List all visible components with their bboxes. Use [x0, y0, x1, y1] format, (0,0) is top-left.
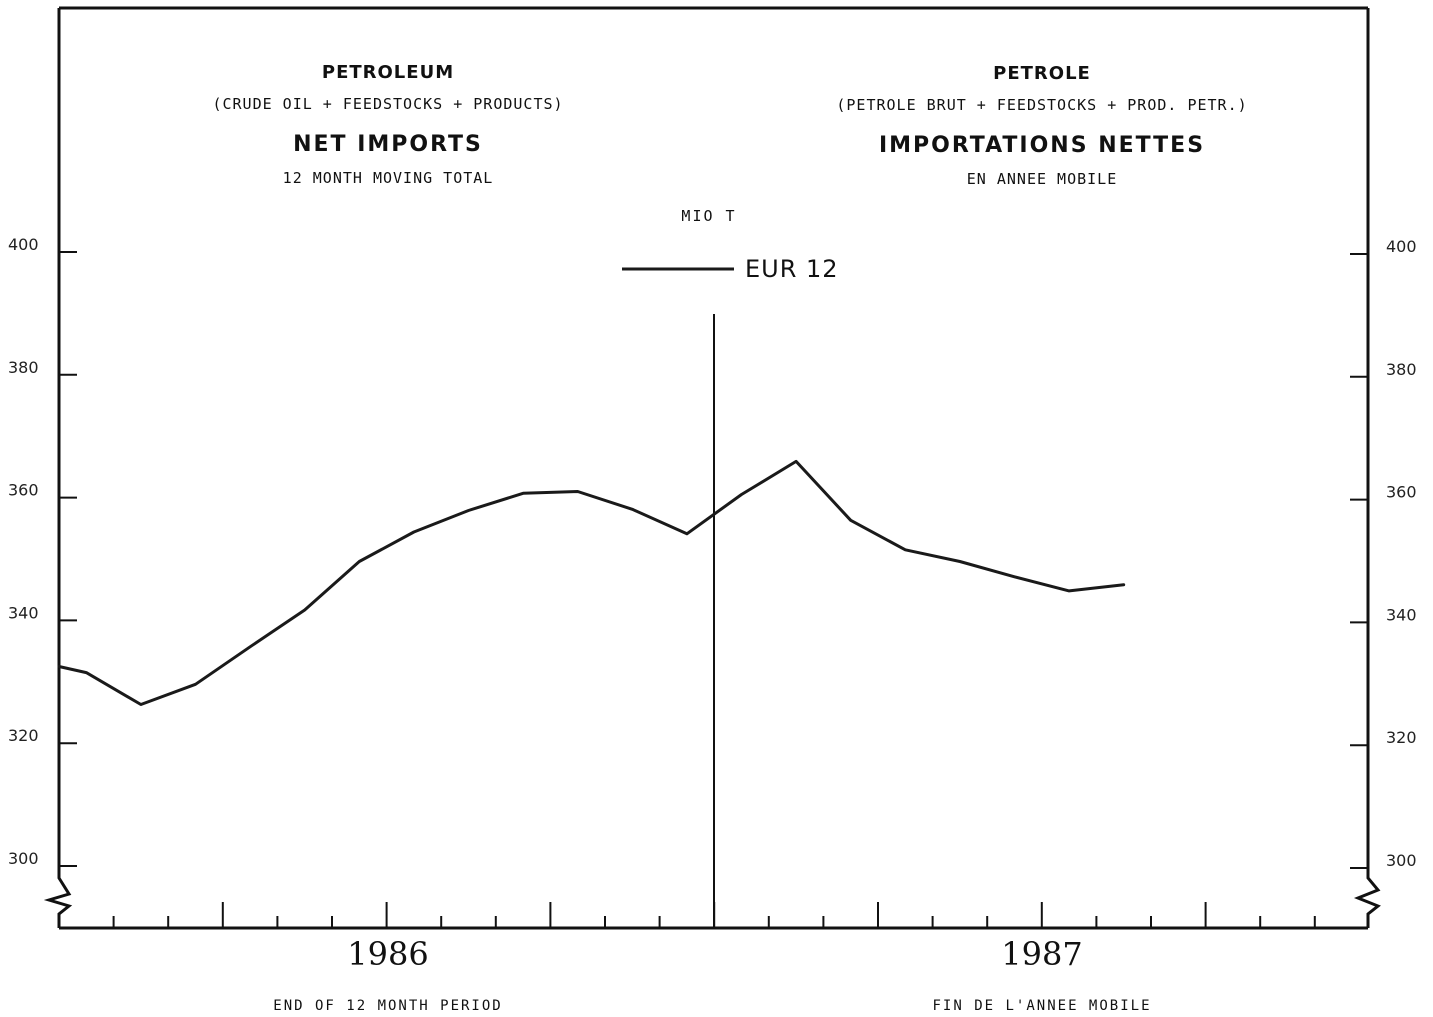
right-subtitle: (PETROLE BRUT + FEEDSTOCKS + PROD. PETR.… [836, 96, 1248, 114]
left-heading: NET IMPORTS [293, 132, 483, 157]
y-axis-left: 300 320 340 360 380 400 [8, 235, 77, 868]
y-tick-label-left: 320 [8, 726, 39, 745]
left-title: PETROLEUM [321, 62, 455, 83]
y-axis-right: 300 320 340 360 380 400 [1350, 237, 1417, 870]
legend-label: EUR 12 [745, 255, 839, 283]
y-tick-label-left: 360 [8, 481, 39, 500]
unit-label: MIO T [681, 207, 737, 225]
year-label-1987: 1987 [1001, 935, 1083, 973]
series-line-eur12 [57, 459, 1126, 706]
right-title: PETROLE [993, 63, 1091, 84]
y-tick-label-left: 340 [8, 603, 39, 622]
right-caption: EN ANNEE MOBILE [966, 170, 1118, 188]
left-caption: 12 MONTH MOVING TOTAL [282, 169, 494, 187]
right-heading: IMPORTATIONS NETTES [878, 133, 1206, 158]
series-layer [57, 459, 1126, 706]
x-axis [112, 902, 1316, 928]
y-tick-label-right: 360 [1386, 483, 1417, 502]
y-tick-label-right: 380 [1386, 360, 1417, 379]
footer-right: FIN DE L'ANNEE MOBILE [932, 998, 1152, 1014]
footer-left: END OF 12 MONTH PERIOD [273, 998, 503, 1014]
y-tick-label-left: 400 [8, 235, 39, 254]
y-tick-label-left: 300 [8, 849, 39, 868]
frame-right-break [1353, 8, 1381, 928]
frame-left-break [43, 8, 73, 928]
y-tick-label-right: 340 [1386, 605, 1417, 624]
y-tick-label-right: 320 [1386, 728, 1417, 747]
year-label-1986: 1986 [347, 935, 429, 973]
left-subtitle: (CRUDE OIL + FEEDSTOCKS + PRODUCTS) [212, 95, 564, 113]
y-tick-label-right: 400 [1386, 237, 1417, 256]
y-tick-label-left: 380 [8, 358, 39, 377]
y-tick-label-right: 300 [1386, 851, 1417, 870]
